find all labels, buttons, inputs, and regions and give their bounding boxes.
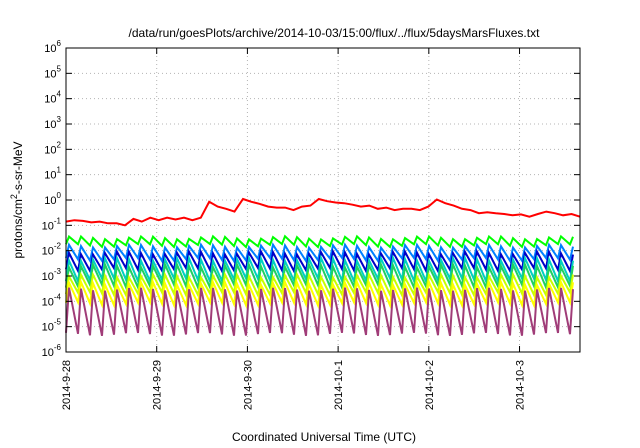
series-lines xyxy=(65,197,581,336)
y-tick-exponent: -3 xyxy=(54,267,62,276)
series-line xyxy=(65,242,574,264)
y-tick-label: 102 xyxy=(44,140,61,156)
series-line xyxy=(65,248,574,275)
y-tick-base: 10 xyxy=(44,119,56,131)
y-tick-base: 10 xyxy=(42,347,54,359)
series-line xyxy=(65,234,574,249)
y-tick-label: 105 xyxy=(44,64,61,80)
x-tick-label: 2014-10-3 xyxy=(515,360,527,410)
y-axis-label-rest: -s-sr-MeV xyxy=(11,141,25,194)
y-tick-base: 10 xyxy=(42,271,54,283)
y-tick-label: 103 xyxy=(44,115,61,131)
y-tick-base: 10 xyxy=(42,296,54,308)
y-tick-label: 100 xyxy=(44,191,61,207)
y-tick-base: 10 xyxy=(44,170,56,182)
y-axis-label-sup: 2 xyxy=(9,194,19,199)
y-tick-exponent: -2 xyxy=(54,242,62,251)
x-axis-ticks: 2014-9-28 2014-9-29 2014-9-30 2014-10-1 2014… xyxy=(61,48,527,410)
x-tick-label: 2014-10-1 xyxy=(333,360,345,410)
y-axis-label-main: protons/cm xyxy=(11,199,25,258)
y-tick-exponent: -5 xyxy=(54,318,62,327)
y-tick-exponent: 3 xyxy=(57,115,62,124)
y-tick-exponent: 2 xyxy=(57,140,62,149)
y-tick-base: 10 xyxy=(42,246,54,258)
series-line xyxy=(65,260,574,292)
y-tick-label: 10-1 xyxy=(42,216,62,232)
y-tick-exponent: -4 xyxy=(54,292,62,301)
y-tick-exponent: 4 xyxy=(57,90,62,99)
x-tick-label: 2014-9-28 xyxy=(61,360,73,410)
y-axis-label: protons/cm2-s-sr-MeV xyxy=(9,141,25,258)
chart-title: /data/run/goesPlots/archive/2014-10-03/1… xyxy=(129,26,541,40)
y-tick-label: 10-4 xyxy=(42,292,62,308)
y-tick-base: 10 xyxy=(42,220,54,232)
series-line xyxy=(65,197,581,227)
y-tick-label: 10-5 xyxy=(42,318,62,334)
series-line xyxy=(65,278,574,309)
x-axis-label: Coordinated Universal Time (UTC) xyxy=(232,430,416,444)
y-tick-exponent: 0 xyxy=(57,191,62,200)
y-tick-base: 10 xyxy=(44,43,56,55)
y-tick-exponent: -6 xyxy=(54,343,62,352)
y-tick-label: 106 xyxy=(44,39,61,55)
y-tick-base: 10 xyxy=(44,144,56,156)
y-tick-exponent: 5 xyxy=(57,64,62,73)
y-tick-exponent: -1 xyxy=(54,216,62,225)
y-tick-label: 101 xyxy=(44,166,61,182)
y-tick-label: 104 xyxy=(44,90,61,106)
y-tick-label: 10-6 xyxy=(42,343,62,359)
y-tick-exponent: 1 xyxy=(57,166,62,175)
x-tick-label: 2014-10-2 xyxy=(424,360,436,410)
y-tick-label: 10-3 xyxy=(42,267,62,283)
y-tick-base: 10 xyxy=(44,68,56,80)
x-tick-label: 2014-9-30 xyxy=(242,360,254,410)
x-tick-label: 2014-9-29 xyxy=(152,360,164,410)
series-line xyxy=(65,287,574,336)
y-tick-base: 10 xyxy=(44,94,56,106)
y-tick-label: 10-2 xyxy=(42,242,62,258)
y-tick-base: 10 xyxy=(42,322,54,334)
y-axis-ticks: 10-610-510-410-310-210-11001011021031041… xyxy=(42,39,580,359)
y-tick-base: 10 xyxy=(44,195,56,207)
y-tick-exponent: 6 xyxy=(57,39,62,48)
